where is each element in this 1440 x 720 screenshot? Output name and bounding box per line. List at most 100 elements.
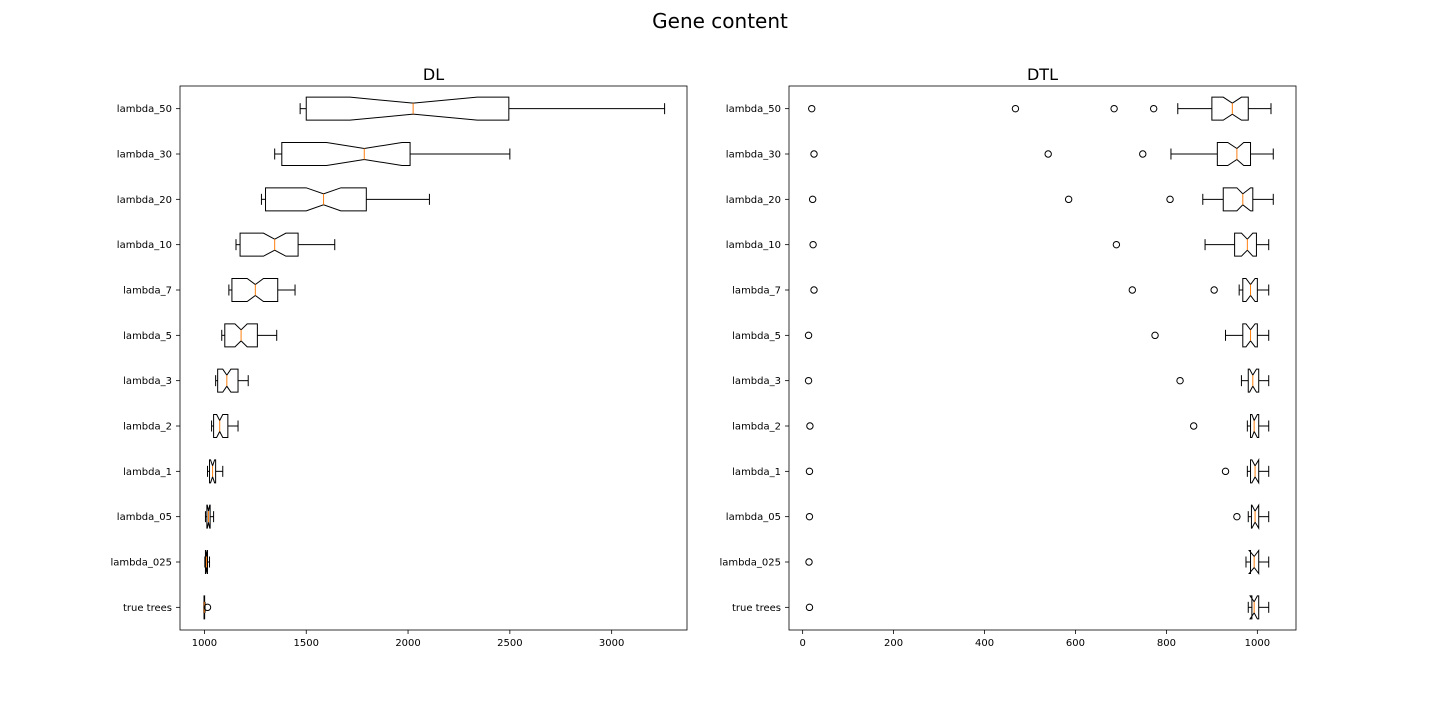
dtl-box-lambda_30 [810, 142, 1274, 166]
dtl-y-tick-label: lambda_5 [732, 331, 781, 342]
dtl-x-tick-label: 400 [975, 638, 994, 649]
dl-y-tick-label: true trees [123, 603, 172, 614]
flier-point [805, 512, 814, 521]
dl-box-lambda_7 [228, 278, 296, 302]
flier-point [805, 467, 814, 476]
dtl-box-lambda_10 [809, 232, 1270, 257]
dl-box-lambda_025 [204, 550, 211, 574]
notched-box [1216, 142, 1252, 166]
flier-point [1011, 104, 1020, 113]
dl-y-tick-label: lambda_025 [110, 558, 172, 569]
dl-y-tick-label: lambda_3 [123, 376, 172, 387]
dtl-panel: DTL 0 200 400 600 800 1000 true trees lambda_025… [719, 65, 1297, 649]
dtl-box-lambda_7 [810, 278, 1270, 302]
dl-box-lambda_10 [235, 232, 336, 257]
flier-point [805, 558, 813, 566]
flier-point [804, 376, 813, 385]
dl-y-tick-label: lambda_30 [117, 150, 172, 161]
flier-point [1139, 150, 1147, 158]
flier-point [1189, 422, 1198, 430]
flier-point [1044, 150, 1052, 158]
notched-box [265, 187, 367, 212]
dtl-y-tick-label: lambda_10 [726, 240, 781, 251]
dtl-y-tick-label: true trees [732, 603, 781, 614]
notched-box [1234, 232, 1257, 257]
dl-x-tick-label: 1000 [192, 638, 217, 649]
dtl-x-tick-label: 600 [1066, 638, 1085, 649]
flier-point [808, 195, 817, 204]
dtl-y-tick-label: lambda_30 [726, 150, 781, 161]
flier-point [1149, 104, 1158, 113]
notched-box [1211, 96, 1249, 121]
flier-point [1128, 286, 1137, 294]
dl-y-tick-label: lambda_1 [123, 467, 172, 478]
flier-point [1176, 376, 1184, 385]
dl-box-lambda_30 [274, 142, 511, 166]
dl-box-true-trees [203, 595, 212, 620]
flier-point [810, 150, 818, 158]
dl-y-tick-label: lambda_2 [123, 422, 172, 433]
dtl-x-tick-label: 0 [799, 638, 805, 649]
notched-box [231, 278, 279, 302]
dtl-box-lambda_50 [808, 96, 1272, 121]
notched-box [1247, 368, 1260, 393]
dtl-y-tick-label: lambda_1 [732, 467, 781, 478]
notched-box [213, 414, 229, 438]
dtl-y-tick-label: lambda_3 [732, 376, 781, 387]
flier-point [1210, 286, 1218, 294]
dl-y-tick-label: lambda_10 [117, 240, 172, 251]
dl-y-tick-label: lambda_20 [117, 195, 172, 206]
figure-title: Gene content [652, 9, 788, 33]
dtl-box-lambda_20 [808, 187, 1274, 212]
dtl-x-tick-label: 200 [884, 638, 903, 649]
notched-box [1222, 187, 1254, 212]
dtl-box-lambda_2 [806, 414, 1270, 438]
dtl-axes-frame [788, 85, 1297, 631]
dtl-y-tick-label: lambda_05 [726, 512, 781, 523]
notched-box [281, 142, 411, 166]
dtl-box-lambda_1 [805, 458, 1270, 485]
dl-axes-title: DL [423, 65, 444, 84]
dtl-box-lambda_3 [804, 368, 1270, 393]
flier-point [1110, 104, 1118, 113]
flier-point [805, 603, 814, 612]
flier-point [1221, 467, 1230, 476]
dl-y-tick-label: lambda_50 [117, 104, 172, 115]
dtl-box-lambda_05 [805, 503, 1270, 530]
dl-x-tick-label: 3000 [599, 638, 624, 649]
dtl-y-tick-label: lambda_2 [732, 422, 781, 433]
dl-box-lambda_1 [206, 459, 224, 484]
flier-point [1151, 331, 1159, 340]
dl-x-tick-label: 1500 [294, 638, 319, 649]
flier-point [804, 331, 813, 340]
notched-box [305, 96, 510, 121]
flier-point [810, 286, 818, 294]
dl-box-lambda_2 [211, 414, 239, 438]
flier-point [1233, 512, 1241, 521]
flier-point [806, 422, 814, 430]
dtl-x-tick-label: 800 [1157, 638, 1176, 649]
dl-box-lambda_3 [215, 368, 249, 393]
dl-x-tick-label: 2000 [395, 638, 420, 649]
dl-box-lambda_50 [299, 96, 666, 121]
notched-box [239, 232, 299, 257]
dl-x-tick-label: 2500 [497, 638, 522, 649]
dtl-box-lambda_025 [805, 549, 1270, 575]
dl-axes-frame [179, 85, 688, 631]
dtl-y-tick-label: lambda_20 [726, 195, 781, 206]
dtl-axes-title: DTL [1027, 65, 1058, 84]
dtl-y-tick-label: lambda_50 [726, 104, 781, 115]
flier-point [808, 104, 816, 113]
flier-point [203, 603, 212, 612]
flier-point [809, 240, 817, 249]
dtl-box-lambda_5 [804, 323, 1270, 348]
dl-panel: DL 1000 1500 2000 2500 3000 true trees lambda_0… [110, 65, 688, 649]
dl-y-tick-label: lambda_05 [117, 512, 172, 523]
dl-box-lambda_05 [204, 504, 215, 529]
dl-y-tick-label: lambda_5 [123, 331, 172, 342]
flier-point [1166, 195, 1174, 204]
dtl-y-tick-label: lambda_025 [719, 558, 781, 569]
dtl-box-true-trees [805, 595, 1270, 620]
dtl-x-tick-label: 1000 [1245, 638, 1270, 649]
